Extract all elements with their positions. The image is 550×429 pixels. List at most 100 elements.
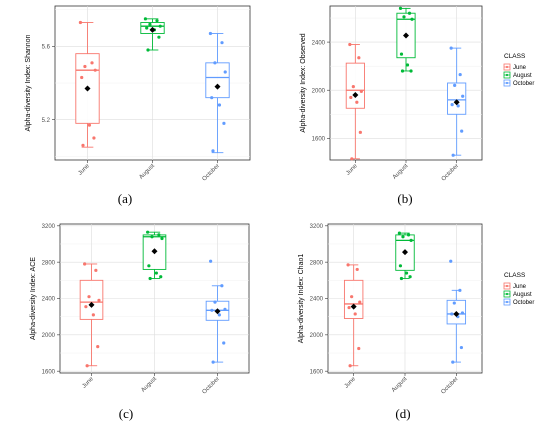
x-tick-label: August <box>391 376 409 394</box>
panel-label: (d) <box>395 406 410 421</box>
y-tick-label: 3200 <box>42 224 56 230</box>
data-point <box>450 312 454 316</box>
data-point <box>209 259 213 263</box>
legend-key-point <box>505 65 509 69</box>
box-august <box>396 6 416 73</box>
x-tick-label: June <box>77 163 91 177</box>
panel-3: 1600 2000 2400 2800 3200 Alpha-diversity Inde… <box>298 223 534 396</box>
legend-label: October <box>513 300 534 306</box>
x-tick-label: October <box>202 376 221 395</box>
box-iqr <box>205 62 230 99</box>
legend-title: CLASS <box>504 272 526 279</box>
mean-marker <box>214 83 221 90</box>
data-point <box>398 6 403 11</box>
data-point <box>213 300 217 304</box>
data-point <box>458 72 462 77</box>
y-tick-label: 5.6 <box>42 45 51 51</box>
box-october <box>205 259 230 364</box>
data-point <box>398 264 403 268</box>
data-point <box>451 360 455 364</box>
data-point <box>143 17 148 21</box>
data-point <box>357 346 361 351</box>
data-point <box>155 19 159 23</box>
data-point <box>406 233 411 237</box>
data-point <box>94 268 98 272</box>
legend-key-point <box>505 292 509 296</box>
data-point <box>80 75 84 80</box>
box-iqr <box>447 82 467 115</box>
data-point <box>220 41 224 45</box>
box-august <box>395 231 415 281</box>
data-point <box>460 129 464 133</box>
data-point <box>83 262 87 266</box>
data-point <box>160 236 164 241</box>
y-tick-label: 2400 <box>310 297 324 303</box>
data-point <box>154 271 158 275</box>
data-point <box>452 301 456 305</box>
data-point <box>459 345 464 350</box>
data-point <box>146 48 150 52</box>
data-point <box>350 157 354 161</box>
y-tick-label: 2800 <box>42 260 56 266</box>
x-tick-label: October <box>440 376 459 395</box>
data-point <box>211 360 215 364</box>
data-point <box>87 123 92 127</box>
data-point <box>97 298 101 302</box>
y-axis-label: Alpha-diversity Index: ACE <box>30 257 37 340</box>
data-point <box>223 70 227 74</box>
panel-label: (a) <box>118 191 132 206</box>
data-point <box>223 307 227 312</box>
data-point <box>158 24 162 28</box>
data-point <box>213 61 217 65</box>
data-point <box>397 231 402 235</box>
data-point <box>348 42 352 47</box>
data-point <box>210 96 214 100</box>
data-point <box>449 259 453 263</box>
data-point <box>355 100 359 104</box>
box-iqr <box>79 279 104 320</box>
data-point <box>148 22 152 26</box>
panel-label: (c) <box>119 406 133 421</box>
mean-marker <box>352 92 359 99</box>
data-point <box>450 103 454 107</box>
box-august <box>142 230 167 281</box>
mean-marker <box>88 301 95 308</box>
data-point <box>222 121 226 125</box>
data-point <box>358 130 362 134</box>
data-point <box>96 345 100 349</box>
legend-label: June <box>513 65 527 71</box>
box-june <box>79 262 104 368</box>
box-june <box>345 42 365 161</box>
panel-2: 1600 2000 2400 2800 3200 Alpha-diversity Inde… <box>30 223 250 396</box>
data-point <box>217 103 222 107</box>
mean-marker <box>402 249 408 256</box>
data-point <box>87 295 91 299</box>
data-point <box>359 89 363 94</box>
panel-1: 1600 2000 2400 Alpha-diversity Index: Obser… <box>300 5 534 183</box>
data-point <box>217 313 221 317</box>
data-point <box>211 149 215 153</box>
data-point <box>78 20 83 25</box>
data-point <box>157 35 161 39</box>
data-point <box>355 267 359 272</box>
data-point <box>81 143 85 147</box>
data-point <box>408 275 412 279</box>
box-october <box>447 46 467 157</box>
x-tick-label: June <box>345 163 359 177</box>
legend-label: June <box>513 284 527 290</box>
data-point <box>93 68 97 72</box>
data-point <box>210 308 214 312</box>
data-point <box>353 312 357 316</box>
y-tick-label: 2400 <box>42 297 56 303</box>
data-point <box>222 341 226 345</box>
data-point <box>400 69 405 73</box>
data-point <box>150 235 154 239</box>
data-point <box>399 52 404 56</box>
x-tick-label: June <box>81 376 95 390</box>
data-point <box>148 276 152 281</box>
y-tick-label: 2000 <box>42 333 56 339</box>
legend-title: CLASS <box>504 53 526 60</box>
box-iqr <box>345 62 365 109</box>
data-point <box>84 305 88 309</box>
mean-marker <box>84 85 91 92</box>
